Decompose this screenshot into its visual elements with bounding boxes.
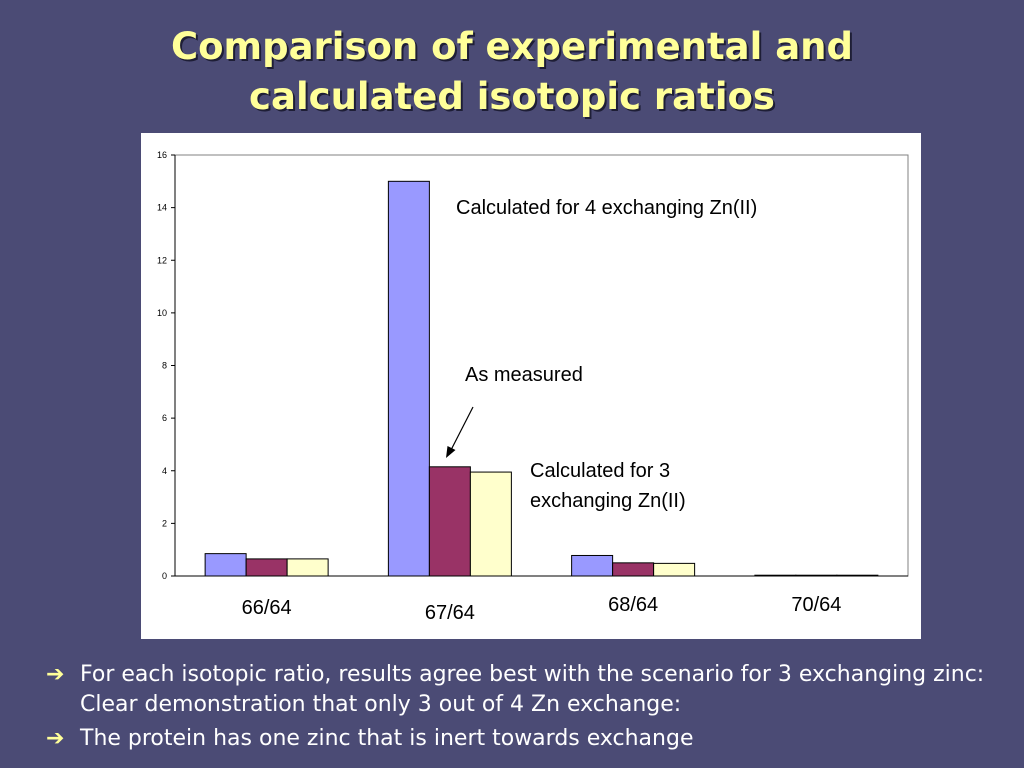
annotation-calc-3-zn-line-1: Calculated for 3: [530, 460, 670, 482]
annotation-calc-3-zn-line-2: exchanging Zn(II): [530, 490, 686, 512]
slide-title-line-1: Comparison of experimental and: [170, 25, 854, 68]
y-tick-label: 14: [157, 203, 167, 213]
x-tick-label: 70/64: [791, 594, 841, 616]
annotation-calc-3-zn: Calculated for 3 exchanging Zn(II): [530, 460, 686, 512]
bar-67-64-series-3: [469, 471, 512, 577]
bar-67-64-series-2: [428, 466, 471, 577]
x-tick-label: 67/64: [425, 602, 475, 624]
y-axis-ticks: 0 2 4 6 8 10 12 14 16: [157, 150, 175, 581]
arrow-bullet-icon: ➔: [46, 662, 65, 687]
bar-67-64-series-1: [387, 180, 430, 577]
plot-area: [174, 154, 909, 577]
bar-66-64-series-3: [286, 558, 329, 577]
y-tick-label: 10: [157, 308, 167, 318]
y-tick-label: 12: [157, 255, 167, 265]
bar-70-64-series-3: [836, 574, 879, 577]
bar-68-64-series-2: [612, 562, 655, 577]
y-tick-label: 2: [162, 518, 167, 528]
bullet-item-1: ➔ For each isotopic ratio, results agree…: [46, 660, 1006, 720]
bar-68-64-series-3: [653, 562, 696, 577]
bar-68-64-series-1: [571, 554, 614, 577]
bullet-item-2: ➔ The protein has one zinc that is inert…: [46, 724, 1006, 754]
x-axis-labels: 66/64 67/64 68/64 70/64: [242, 594, 842, 624]
annotation-as-measured: As measured: [465, 364, 583, 386]
annotation-arrow: [446, 406, 474, 458]
chart-panel: 0 2 4 6 8 10 12 14 16 66/64 67/64 68/64 70/64 Calcu…: [141, 133, 921, 639]
annotation-calc-4-zn: Calculated for 4 exchanging Zn(II): [456, 197, 757, 219]
slide-title: Comparison of experimental and calculate…: [0, 22, 1024, 122]
y-tick-label: 0: [162, 571, 167, 581]
isotopic-ratio-bar-chart: 0 2 4 6 8 10 12 14 16 66/64 67/64 68/64 70/64 Calcu…: [157, 150, 909, 624]
y-tick-label: 4: [162, 466, 167, 476]
y-tick-label: 6: [162, 413, 167, 423]
y-tick-label: 8: [162, 361, 167, 371]
bar-66-64-series-1: [204, 553, 247, 577]
slide-title-line-2: calculated isotopic ratios: [249, 75, 775, 118]
x-tick-label: 68/64: [608, 594, 658, 616]
bullet-text-2: The protein has one zinc that is inert t…: [80, 726, 694, 751]
y-tick-label: 16: [157, 150, 167, 160]
bar-66-64-series-2: [245, 558, 288, 577]
bar-70-64-series-1: [754, 574, 797, 577]
bullet-list: ➔ For each isotopic ratio, results agree…: [46, 660, 1006, 758]
bullet-text-1: For each isotopic ratio, results agree b…: [80, 662, 985, 717]
x-tick-label: 66/64: [242, 597, 292, 619]
bars: [204, 180, 879, 577]
bar-70-64-series-2: [795, 574, 838, 577]
arrow-bullet-icon: ➔: [46, 726, 65, 751]
